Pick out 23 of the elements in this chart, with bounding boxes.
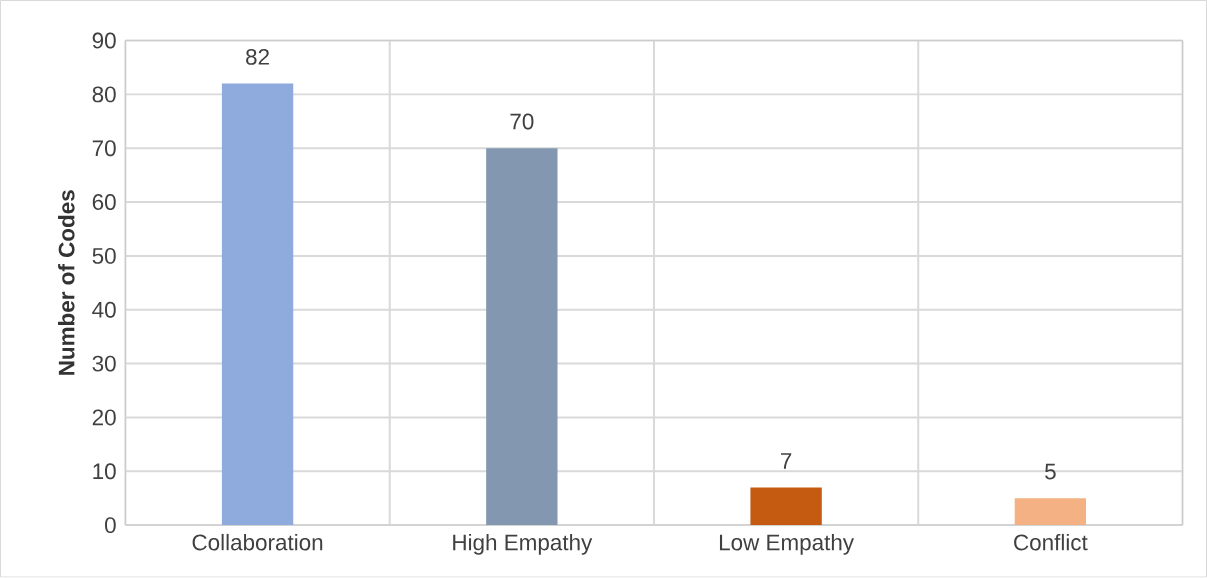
x-tick-label: Collaboration xyxy=(192,534,323,551)
bar xyxy=(486,148,558,526)
y-tick-label: 0 xyxy=(105,517,116,534)
x-tick-label: Conflict xyxy=(1014,534,1088,551)
data-label: 5 xyxy=(1045,463,1056,480)
y-tick-label: 70 xyxy=(92,140,116,157)
x-tick-label: High Empathy xyxy=(453,534,593,556)
y-tick-label: 80 xyxy=(92,86,116,103)
bar xyxy=(750,487,822,526)
bar xyxy=(1014,498,1087,526)
bar xyxy=(221,83,294,526)
y-tick-label: 40 xyxy=(92,302,116,318)
y-tick-label: 20 xyxy=(92,409,116,426)
data-label: 82 xyxy=(246,49,269,66)
data-label: 7 xyxy=(781,453,792,469)
y-tick-label: 10 xyxy=(93,463,116,480)
y-axis-title: Number of Codes xyxy=(58,190,75,376)
x-tick-label: Low Empathy xyxy=(719,534,855,556)
data-label: 70 xyxy=(510,113,534,130)
y-tick-label: 50 xyxy=(92,248,116,265)
y-tick-label: 30 xyxy=(92,355,116,372)
y-tick-label: 90 xyxy=(92,32,116,49)
y-tick-label: 60 xyxy=(92,194,116,211)
